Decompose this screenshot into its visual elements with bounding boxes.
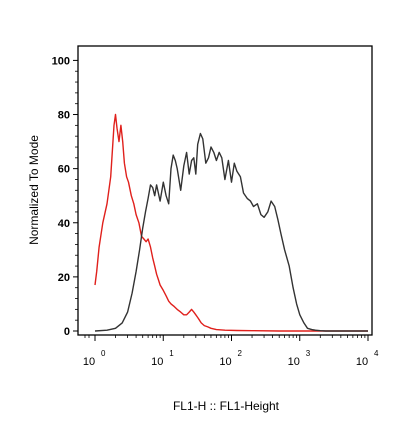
x-tick-label: 10 (151, 356, 163, 368)
y-tick-label: 80 (58, 110, 70, 122)
x-tick-exponent: 3 (306, 349, 311, 358)
x-tick-exponent: 2 (238, 349, 243, 358)
y-axis-ticks: 0 20 40 60 80 100 (52, 55, 78, 338)
y-tick-label: 60 (58, 164, 70, 176)
x-tick-exponent: 4 (374, 349, 379, 358)
y-tick-label: 40 (58, 218, 70, 230)
red-histogram-line (94, 113, 368, 332)
x-tick-label: 10 (356, 356, 368, 368)
y-axis-title: Normalized To Mode (27, 135, 41, 245)
black-histogram-line (94, 132, 368, 332)
y-tick-label: 0 (64, 326, 70, 338)
x-axis-ticks: 10 0 10 1 10 2 10 3 10 4 (83, 335, 379, 368)
x-axis-title: FL1-H :: FL1-Height (173, 399, 280, 413)
series-layer (94, 113, 368, 332)
y-tick-label: 20 (58, 272, 70, 284)
plot-frame (77, 45, 373, 336)
plot-area (77, 45, 373, 336)
x-tick-label: 10 (219, 356, 231, 368)
y-tick-label: 100 (52, 55, 70, 67)
x-tick-label: 10 (83, 356, 95, 368)
x-tick-exponent: 1 (169, 349, 174, 358)
x-tick-label: 10 (288, 356, 300, 368)
x-tick-exponent: 0 (101, 349, 106, 358)
